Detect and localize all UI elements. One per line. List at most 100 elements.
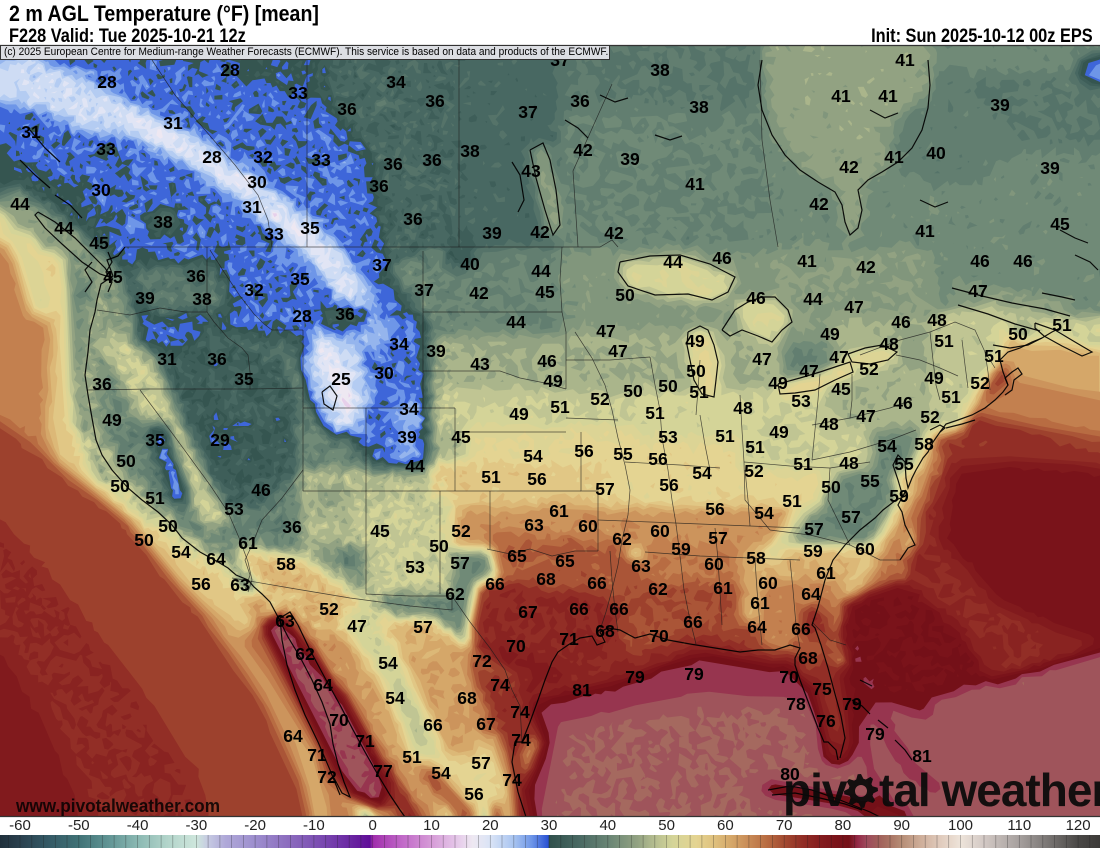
svg-text:70: 70 [776,817,793,834]
svg-text:44: 44 [10,194,30,214]
svg-text:-10: -10 [303,817,325,834]
svg-text:10: 10 [423,817,440,834]
svg-text:80: 80 [780,764,800,784]
svg-text:62: 62 [295,644,315,664]
svg-text:44: 44 [405,456,425,476]
svg-text:41: 41 [685,174,705,194]
svg-text:61: 61 [713,578,733,598]
svg-text:45: 45 [535,282,555,302]
svg-text:47: 47 [856,406,875,426]
svg-text:45: 45 [451,427,471,447]
svg-text:60: 60 [704,554,724,574]
svg-text:53: 53 [791,391,811,411]
svg-text:www.pivotalweather.com: www.pivotalweather.com [15,795,220,816]
svg-text:51: 51 [745,437,765,457]
svg-text:44: 44 [663,252,683,272]
svg-text:48: 48 [839,453,859,473]
svg-text:60: 60 [758,573,778,593]
svg-text:57: 57 [450,553,469,573]
svg-text:74: 74 [511,730,531,750]
svg-text:66: 66 [485,574,505,594]
svg-text:62: 62 [445,584,465,604]
svg-text:40: 40 [460,254,480,274]
svg-text:54: 54 [378,653,398,673]
svg-text:0: 0 [369,817,377,834]
svg-text:38: 38 [192,289,212,309]
svg-text:71: 71 [307,745,327,765]
svg-text:81: 81 [912,746,932,766]
svg-text:74: 74 [502,770,522,790]
svg-text:42: 42 [809,194,829,214]
svg-text:57: 57 [413,617,432,637]
svg-text:71: 71 [355,731,375,751]
svg-text:49: 49 [769,422,789,442]
svg-text:49: 49 [685,331,705,351]
svg-text:79: 79 [625,667,645,687]
svg-text:53: 53 [405,557,425,577]
svg-text:42: 42 [839,157,859,177]
svg-text:78: 78 [786,694,806,714]
svg-text:36: 36 [369,176,389,196]
svg-text:48: 48 [819,414,839,434]
svg-text:67: 67 [518,602,537,622]
svg-text:48: 48 [733,398,753,418]
svg-text:46: 46 [1013,251,1033,271]
svg-text:25: 25 [331,369,351,389]
svg-text:50: 50 [658,817,675,834]
svg-text:49: 49 [768,373,788,393]
svg-text:30: 30 [91,180,111,200]
svg-text:33: 33 [288,83,308,103]
svg-text:37: 37 [518,102,537,122]
svg-text:64: 64 [747,617,767,637]
svg-text:79: 79 [842,694,862,714]
svg-text:28: 28 [220,60,240,80]
svg-text:45: 45 [1050,214,1070,234]
svg-text:41: 41 [884,147,904,167]
svg-text:39: 39 [990,95,1010,115]
svg-text:51: 51 [715,426,735,446]
svg-text:74: 74 [490,675,510,695]
svg-text:120: 120 [1066,817,1091,834]
svg-text:38: 38 [689,97,709,117]
svg-text:44: 44 [54,218,74,238]
svg-text:70: 70 [649,626,669,646]
svg-text:36: 36 [282,517,302,537]
svg-text:33: 33 [96,139,116,159]
svg-text:60: 60 [650,521,670,541]
svg-text:54: 54 [171,542,191,562]
svg-text:50: 50 [429,536,449,556]
svg-text:35: 35 [145,430,165,450]
svg-text:35: 35 [290,269,310,289]
svg-text:46: 46 [970,251,990,271]
svg-text:71: 71 [559,629,579,649]
svg-text:54: 54 [692,463,712,483]
svg-text:-30: -30 [186,817,208,834]
svg-text:66: 66 [791,619,811,639]
svg-text:45: 45 [370,521,390,541]
svg-text:57: 57 [471,753,490,773]
svg-text:42: 42 [856,257,876,277]
svg-text:64: 64 [283,726,303,746]
svg-text:39: 39 [135,288,155,308]
svg-text:47: 47 [968,281,987,301]
svg-text:piv: piv [783,764,848,816]
svg-text:35: 35 [300,218,320,238]
svg-text:64: 64 [313,675,333,695]
svg-text:45: 45 [103,267,123,287]
svg-text:51: 51 [402,747,422,767]
svg-text:70: 70 [506,636,526,656]
svg-text:68: 68 [595,621,615,641]
svg-text:50: 50 [116,451,136,471]
svg-text:60: 60 [717,817,734,834]
svg-text:42: 42 [469,283,489,303]
svg-text:51: 51 [941,387,961,407]
svg-text:59: 59 [889,486,909,506]
svg-text:36: 36 [92,374,112,394]
svg-text:58: 58 [914,434,934,454]
svg-text:54: 54 [523,446,543,466]
svg-text:74: 74 [510,702,530,722]
svg-text:51: 51 [793,454,813,474]
svg-text:42: 42 [604,223,624,243]
svg-text:63: 63 [230,575,250,595]
svg-text:20: 20 [482,817,499,834]
